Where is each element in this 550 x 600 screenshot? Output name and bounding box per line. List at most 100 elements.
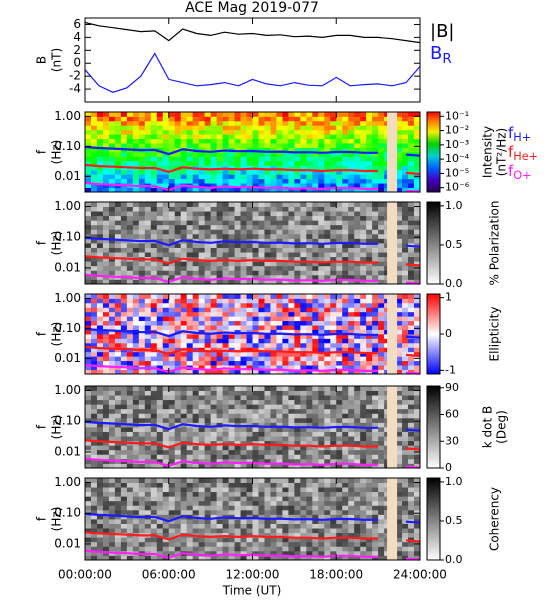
spectrogram-cell <box>168 408 176 414</box>
spectrogram-cell <box>378 347 385 353</box>
spectrogram-cell <box>210 417 218 423</box>
spectrogram-cell <box>174 112 182 117</box>
spectrogram-cell <box>252 505 259 511</box>
spectrogram-cell <box>330 143 337 148</box>
spectrogram-cell <box>222 482 229 488</box>
spectrogram-cell <box>240 427 247 432</box>
spectrogram-cell <box>294 270 301 276</box>
spectrogram-cell <box>354 445 361 451</box>
spectrogram-cell <box>360 243 367 248</box>
spectrogram-cell <box>132 386 140 391</box>
spectrogram-cell <box>180 436 188 442</box>
spectrogram-cell <box>198 247 206 253</box>
spectrogram-cell <box>210 342 218 348</box>
spectrogram-cell <box>204 206 212 212</box>
spectrogram-cell <box>288 229 295 235</box>
spectrogram-cell <box>210 169 218 175</box>
spectrogram-cell <box>282 431 289 437</box>
spectrogram-cell <box>246 138 253 144</box>
spectrogram-cell <box>90 302 98 308</box>
spectrogram-cell <box>174 454 182 460</box>
spectrogram-cell <box>264 261 271 267</box>
spectrogram-cell <box>396 238 403 244</box>
spectrogram-cell <box>354 369 361 375</box>
spectrogram-cell <box>132 247 140 253</box>
spectrogram-cell <box>402 165 409 171</box>
spectrogram-cell <box>192 342 200 348</box>
spectrogram-cell <box>252 174 259 180</box>
spectrogram-cell <box>85 537 92 543</box>
spectrogram-cell <box>282 449 289 455</box>
spectrogram-cell <box>210 369 218 375</box>
spectrogram-cell <box>366 417 373 423</box>
spectrogram-cell <box>342 298 349 304</box>
spectrogram-cell <box>234 514 241 520</box>
spectrogram-cell <box>192 537 200 543</box>
spectrogram-cell <box>108 329 116 335</box>
spectrogram-cell <box>144 537 152 543</box>
spectrogram-cell <box>126 298 134 304</box>
spectrogram-cell <box>366 152 373 157</box>
spectrogram-cell <box>204 417 212 423</box>
spectrogram-cell <box>282 491 289 497</box>
spectrogram-cell <box>336 143 343 148</box>
spectrogram-cell <box>354 404 361 410</box>
spectrogram-cell <box>120 261 128 267</box>
spectrogram-cell <box>90 427 98 432</box>
spectrogram-cell <box>258 229 265 235</box>
spectrogram-cell <box>144 449 152 455</box>
spectrogram-cell <box>402 238 409 244</box>
spectrogram-cell <box>132 138 140 144</box>
spectrogram-cell <box>150 342 158 348</box>
spectrogram-cell <box>126 463 134 469</box>
spectrogram-cell <box>402 422 409 428</box>
spectrogram-cell <box>132 491 140 497</box>
spectrogram-cell <box>246 270 253 276</box>
spectrogram-cell <box>414 120 421 126</box>
spectrogram-cell <box>342 386 349 391</box>
spectrogram-cell <box>348 229 355 235</box>
spectrogram-cell <box>114 528 122 534</box>
spectrogram-cell <box>312 413 319 419</box>
spectrogram-cell <box>192 243 200 248</box>
spectrogram-cell <box>108 202 116 207</box>
spectrogram-cell <box>216 256 223 262</box>
spectrogram-cell <box>192 178 200 184</box>
spectrogram-cell <box>90 454 98 460</box>
spectrogram-cell <box>180 431 188 437</box>
spectrogram-cell <box>126 427 134 432</box>
spectrogram-cell <box>174 243 182 248</box>
spectrogram-cell <box>342 325 349 330</box>
spectrogram-cell <box>168 487 176 493</box>
spectrogram-cell <box>366 294 373 299</box>
spectrogram-cell <box>144 211 152 217</box>
spectrogram-cell <box>198 365 206 370</box>
spectrogram-cell <box>402 427 409 432</box>
spectrogram-cell <box>342 165 349 171</box>
spectrogram-cell <box>246 229 253 235</box>
spectrogram-cell <box>408 445 415 451</box>
spectrogram-cell <box>264 311 271 317</box>
spectrogram-cell <box>360 307 367 313</box>
spectrogram-cell <box>372 399 379 405</box>
spectrogram-cell <box>96 427 104 432</box>
spectrogram-cell <box>180 120 188 126</box>
spectrogram-cell <box>372 449 379 455</box>
spectrogram-cell <box>240 320 247 326</box>
spectrogram-cell <box>288 487 295 493</box>
spectrogram-cell <box>324 256 331 262</box>
spectrogram-cell <box>336 342 343 348</box>
spectrogram-cell <box>264 174 271 180</box>
spectrogram-cell <box>126 404 134 410</box>
spectrogram-cell <box>330 169 337 175</box>
spectrogram-cell <box>360 458 367 464</box>
spectrogram-cell <box>85 238 92 244</box>
spectrogram-cell <box>276 134 283 140</box>
spectrogram-cell <box>270 252 277 258</box>
spectrogram-cell <box>324 482 331 488</box>
spectrogram-cell <box>192 112 200 117</box>
spectrogram-cell <box>402 147 409 153</box>
spectrogram-cell <box>402 206 409 212</box>
spectrogram-cell <box>366 458 373 464</box>
spectrogram-cell <box>228 178 235 184</box>
